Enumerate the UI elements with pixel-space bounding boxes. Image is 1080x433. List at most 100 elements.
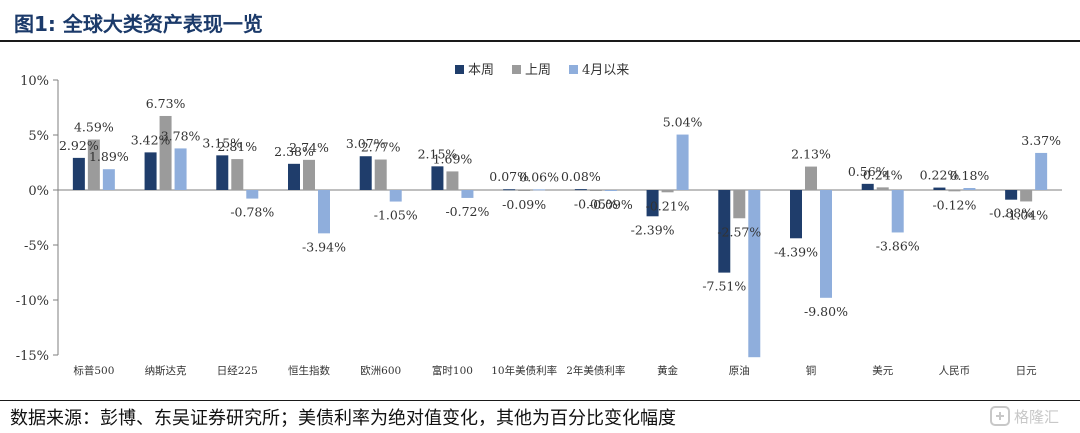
bar-1-3 — [303, 159, 315, 190]
x-tick-label: 10年美债利率 — [491, 364, 557, 377]
bar-2-12 — [963, 188, 976, 190]
data-label: 5.04% — [663, 115, 703, 130]
bar-chart: 10% 5% 0% -5% -10% -15% 标普500 纳斯达克 日经225 恒生指数 欧洲60… — [16, 63, 1062, 377]
x-tick-label: 原油 — [729, 364, 750, 377]
legend-label: 上周 — [525, 63, 551, 78]
data-label: 0.22% — [920, 168, 960, 183]
legend-label: 4月以来 — [582, 63, 629, 78]
data-label: 3.42% — [131, 132, 171, 147]
bar-1-11 — [876, 187, 889, 190]
data-label: -7.51% — [702, 279, 746, 294]
bar-1-7 — [589, 190, 602, 191]
data-label: 2.92% — [59, 138, 99, 153]
bar-1-6 — [518, 190, 531, 191]
bar-1-0 — [87, 139, 100, 190]
bar-1-2 — [231, 159, 244, 190]
y-tick-label: 5% — [28, 129, 49, 144]
bar-1-13 — [1020, 190, 1033, 202]
bar-1-10 — [805, 166, 817, 190]
data-label: -9.80% — [804, 304, 848, 319]
bar-2-0 — [102, 169, 115, 190]
bar-2-13 — [1035, 152, 1048, 190]
data-label: 0.24% — [863, 167, 903, 182]
bar-0-12 — [933, 187, 946, 190]
data-label: 2.77% — [361, 140, 401, 155]
data-label: -2.39% — [631, 222, 675, 237]
data-label: 2.13% — [791, 147, 831, 162]
y-tick-label: 0% — [28, 184, 49, 199]
bar-1-1 — [159, 115, 172, 190]
data-label: 0.07% — [489, 169, 529, 184]
bar-0-13 — [1005, 190, 1018, 200]
x-tick-label: 恒生指数 — [288, 364, 330, 377]
bar-0-5 — [431, 166, 444, 190]
watermark-logo: 格隆汇 — [990, 406, 1059, 426]
bar-0-8 — [646, 190, 659, 217]
x-tick-label: 2年美债利率 — [566, 364, 625, 377]
bar-0-3 — [288, 163, 300, 190]
x-tick-label: 标普500 — [73, 364, 114, 377]
legend-swatch — [512, 65, 521, 74]
data-label: -0.09% — [589, 197, 633, 212]
y-tick-label: -5% — [24, 239, 49, 254]
bar-2-3 — [318, 190, 330, 234]
data-label: 0.06% — [519, 169, 559, 184]
bar-0-10 — [790, 190, 802, 239]
bar-0-2 — [216, 155, 229, 190]
data-label: -0.12% — [932, 197, 976, 212]
x-tick-label: 铜 — [806, 365, 817, 377]
bar-0-9 — [718, 190, 731, 273]
data-label: -0.88% — [989, 206, 1033, 221]
x-tick-label: 日元 — [1016, 365, 1038, 377]
data-label: 1.89% — [89, 149, 129, 164]
bar-2-2 — [246, 190, 259, 199]
y-tick-label: 10% — [20, 74, 49, 89]
data-label: 4.59% — [74, 120, 114, 135]
bar-2-11 — [891, 190, 904, 233]
x-tick-label: 人民币 — [939, 365, 971, 377]
data-label: -4.39% — [774, 244, 818, 259]
data-label: 1.69% — [433, 151, 473, 166]
y-tick-label: -10% — [16, 294, 49, 309]
bar-1-8 — [661, 190, 674, 193]
data-label: 2.74% — [289, 140, 329, 155]
bar-2-4 — [389, 190, 402, 202]
bar-0-0 — [72, 157, 85, 190]
source-note: 数据来源：彭博、东吴证券研究所；美债利率为绝对值变化，其他为百分比变化幅度 — [10, 408, 676, 429]
data-label: -1.05% — [374, 208, 418, 223]
bar-2-8 — [676, 134, 689, 190]
data-label: 0.56% — [848, 164, 888, 179]
bar-0-1 — [144, 152, 157, 190]
x-tick-label: 富时100 — [432, 364, 473, 377]
y-tick-label: -15% — [16, 349, 49, 364]
data-label: 2.38% — [274, 144, 314, 159]
data-label: 2.15% — [418, 146, 458, 161]
data-label: -0.05% — [574, 197, 618, 212]
bar-2-6 — [533, 189, 546, 191]
legend-swatch — [569, 65, 578, 74]
bar-2-7 — [604, 190, 617, 191]
bar-2-10 — [820, 190, 832, 298]
legend-swatch — [455, 65, 464, 74]
data-label: 3.78% — [161, 128, 201, 143]
data-label: -3.86% — [876, 238, 920, 253]
bar-1-12 — [948, 190, 961, 192]
data-label: 2.81% — [217, 139, 257, 154]
top-rule — [0, 40, 1080, 42]
data-label: -1.04% — [1004, 207, 1048, 222]
data-label: -0.21% — [646, 198, 690, 213]
x-tick-label: 纳斯达克 — [145, 364, 187, 377]
bar-2-5 — [461, 190, 474, 198]
bar-1-9 — [733, 190, 746, 219]
data-label: 6.73% — [146, 96, 186, 111]
bar-2-9 — [748, 190, 761, 358]
data-label: -0.09% — [502, 197, 546, 212]
data-label: 3.07% — [346, 136, 386, 151]
x-tick-label: 日经225 — [217, 364, 258, 377]
data-label: 3.15% — [202, 135, 242, 150]
data-label: -3.94% — [302, 239, 346, 254]
bar-1-5 — [446, 171, 459, 190]
chart-legend: 本周 上周 4月以来 — [455, 63, 629, 78]
x-tick-label: 欧洲600 — [360, 365, 401, 377]
bar-0-4 — [359, 156, 372, 190]
